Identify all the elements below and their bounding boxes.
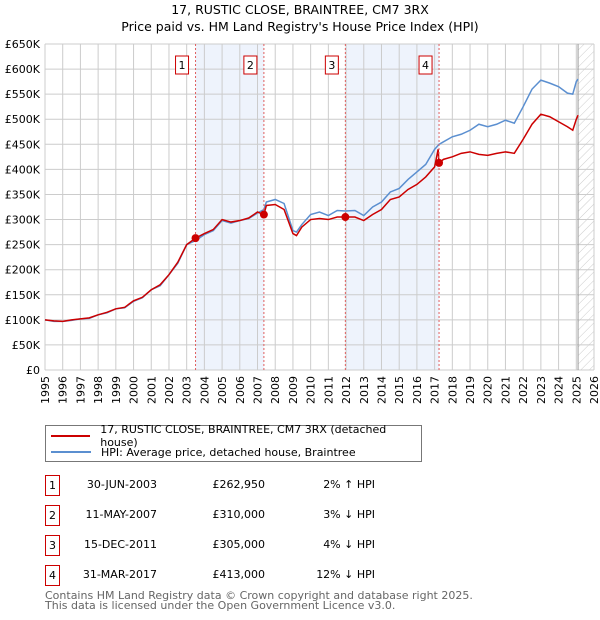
x-tick-label: 2001 — [145, 376, 158, 404]
sale-point — [259, 210, 268, 219]
sale-number: 1 — [45, 475, 60, 496]
x-tick-label: 2012 — [340, 376, 353, 404]
sale-label: 2 — [247, 59, 254, 72]
sale-date: 15-DEC-2011 — [83, 538, 157, 551]
sale-label-box — [175, 55, 190, 75]
x-tick-label: 2023 — [535, 376, 548, 404]
x-tick-label: 2015 — [393, 376, 406, 404]
sale-number: 3 — [45, 535, 60, 556]
x-tick-label: 2003 — [181, 376, 194, 404]
x-tick-label: 2011 — [322, 376, 335, 404]
sale-row: 1 30-JUN-2003 £262,950 2% ↑ HPI — [45, 475, 375, 496]
sale-price: £305,000 — [212, 538, 266, 551]
x-tick-label: 1998 — [92, 376, 105, 404]
sale-hpi-diff: 4% ↓ HPI — [323, 538, 375, 551]
sale-point — [191, 234, 200, 243]
footer-copyright: Contains HM Land Registry data © Crown c… — [45, 589, 473, 602]
sale-number: 4 — [45, 565, 60, 586]
x-tick-label: 2026 — [588, 376, 600, 404]
sale-hpi-diff: 12% ↓ HPI — [316, 568, 375, 581]
x-tick-label: 2014 — [375, 376, 388, 404]
y-tick-label: £100K — [5, 314, 41, 327]
x-tick-label: 1996 — [57, 376, 70, 404]
x-tick-label: 2000 — [128, 376, 141, 404]
y-tick-label: £500K — [5, 113, 41, 126]
sale-hpi-diff: 2% ↑ HPI — [323, 478, 375, 491]
sale-label-box — [243, 55, 258, 75]
sale-label: 4 — [422, 59, 429, 72]
x-tick-label: 2010 — [305, 376, 318, 404]
x-tick-label: 2021 — [499, 376, 512, 404]
sale-row: 3 15-DEC-2011 £305,000 4% ↓ HPI — [45, 535, 375, 556]
x-tick-label: 2022 — [517, 376, 530, 404]
x-tick-label: 2018 — [446, 376, 459, 404]
y-tick-label: £150K — [5, 289, 41, 302]
y-tick-label: £200K — [5, 264, 41, 277]
sale-date: 11-MAY-2007 — [85, 508, 157, 521]
sale-point — [341, 213, 350, 222]
sale-price: £413,000 — [212, 568, 266, 581]
chart-title: 17, RUSTIC CLOSE, BRAINTREE, CM7 3RX — [171, 2, 429, 17]
x-tick-label: 2019 — [464, 376, 477, 404]
legend: 17, RUSTIC CLOSE, BRAINTREE, CM7 3RX (de… — [45, 423, 422, 462]
sale-hpi-diff: 3% ↓ HPI — [323, 508, 375, 521]
y-tick-label: £250K — [5, 239, 41, 252]
shaded-period-2 — [345, 44, 440, 370]
y-tick-label: £600K — [5, 63, 41, 76]
sale-label-box — [418, 55, 433, 75]
x-tick-label: 1997 — [74, 376, 87, 404]
x-tick-label: 2008 — [269, 376, 282, 404]
x-tick-label: 2002 — [163, 376, 176, 404]
x-tick-label: 2025 — [570, 376, 583, 404]
x-tick-label: 2005 — [216, 376, 229, 404]
x-tick-label: 2007 — [252, 376, 265, 404]
sale-label-box — [324, 55, 339, 75]
sale-date: 30-JUN-2003 — [86, 478, 157, 491]
y-tick-label: £300K — [5, 214, 41, 227]
x-tick-label: 2017 — [429, 376, 442, 404]
legend-item-property: 17, RUSTIC CLOSE, BRAINTREE, CM7 3RX (de… — [51, 423, 421, 449]
x-tick-label: 2006 — [234, 376, 247, 404]
x-tick-label: 2004 — [198, 376, 211, 404]
sale-row: 2 11-MAY-2007 £310,000 3% ↓ HPI — [45, 505, 375, 526]
legend-item-hpi: HPI: Average price, detached house, Brai… — [51, 444, 356, 460]
sale-label: 1 — [179, 59, 186, 72]
y-tick-label: £650K — [5, 38, 41, 51]
sale-date: 31-MAR-2017 — [82, 568, 157, 581]
x-tick-label: 1999 — [110, 376, 123, 404]
legend-label: HPI: Average price, detached house, Brai… — [101, 445, 356, 459]
shaded-period-1 — [195, 44, 264, 370]
sale-point — [435, 158, 444, 167]
y-tick-label: £450K — [5, 138, 41, 151]
x-tick-label: 1995 — [39, 376, 52, 404]
x-tick-label: 2024 — [553, 376, 566, 404]
sale-number: 2 — [45, 505, 60, 526]
x-tick-label: 2020 — [482, 376, 495, 404]
y-tick-label: £50K — [12, 339, 41, 352]
sale-price: £262,950 — [212, 478, 266, 491]
forecast-hatch — [578, 44, 594, 370]
legend-label: 17, RUSTIC CLOSE, BRAINTREE, CM7 3RX (de… — [100, 423, 387, 449]
sale-row: 4 31-MAR-2017 £413,000 12% ↓ HPI — [45, 565, 375, 586]
price-chart: 1 2 3 4 1995 1996 1997 1998 1999 2000 2001 2002 2003… — [5, 38, 600, 404]
sale-price: £310,000 — [212, 508, 266, 521]
y-tick-label: £0 — [26, 364, 40, 377]
chart-subtitle: Price paid vs. HM Land Registry's House … — [121, 19, 479, 34]
x-tick-label: 2013 — [358, 376, 371, 404]
y-tick-label: £400K — [5, 163, 41, 176]
x-tick-label: 2009 — [287, 376, 300, 404]
footer-licence: This data is licensed under the Open Gov… — [45, 599, 396, 612]
y-tick-label: £350K — [5, 188, 41, 201]
x-tick-label: 2016 — [411, 376, 424, 404]
y-tick-label: £550K — [5, 88, 41, 101]
property-price-line — [44, 113, 579, 323]
sale-label: 3 — [328, 59, 335, 72]
hpi-line — [44, 78, 579, 323]
